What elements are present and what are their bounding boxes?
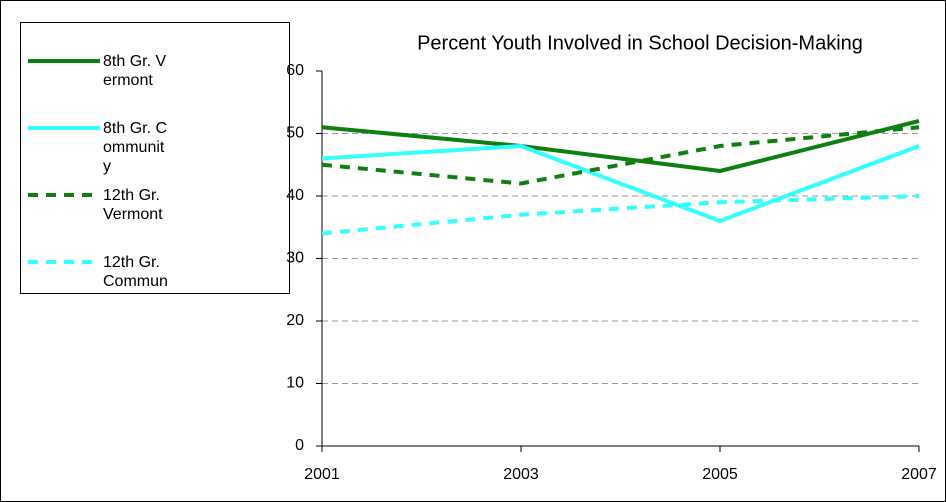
y-tick-label: 20 — [286, 312, 304, 329]
legend-label: 12th Gr. Community — [103, 254, 168, 293]
y-tick-label: 50 — [286, 125, 304, 142]
legend: 8th Gr. Vermont 8th Gr. Community 12th Gr.… — [28, 53, 168, 293]
x-tick-label: 2003 — [503, 466, 539, 483]
series-line — [321, 194, 920, 236]
y-tick-label: 30 — [286, 250, 304, 267]
chart-title: Percent Youth Involved in School Decisio… — [417, 32, 863, 54]
series-line — [321, 119, 920, 173]
y-tick-label: 0 — [295, 437, 304, 454]
legend-item: 8th Gr. Community — [103, 120, 168, 175]
x-tick-label: 2007 — [901, 466, 937, 483]
legend-item: 12th Gr. Community — [103, 254, 168, 293]
y-tick-label: 60 — [286, 62, 304, 79]
legend-label: 8th Gr. Vermont — [103, 53, 167, 89]
legend-item: 12th Gr. Vermont — [103, 187, 163, 223]
x-tick-label: 2001 — [304, 466, 340, 483]
x-tick-label: 2005 — [702, 466, 738, 483]
legend-box — [20, 22, 290, 294]
y-tick-label: 10 — [286, 375, 304, 392]
y-tick-label: 40 — [286, 187, 304, 204]
legend-item: 8th Gr. Vermont — [103, 53, 167, 89]
legend-label: 12th Gr. Vermont — [103, 187, 163, 223]
legend-label: 8th Gr. Community — [103, 120, 168, 175]
series-line — [321, 144, 920, 223]
series-line — [321, 125, 920, 186]
